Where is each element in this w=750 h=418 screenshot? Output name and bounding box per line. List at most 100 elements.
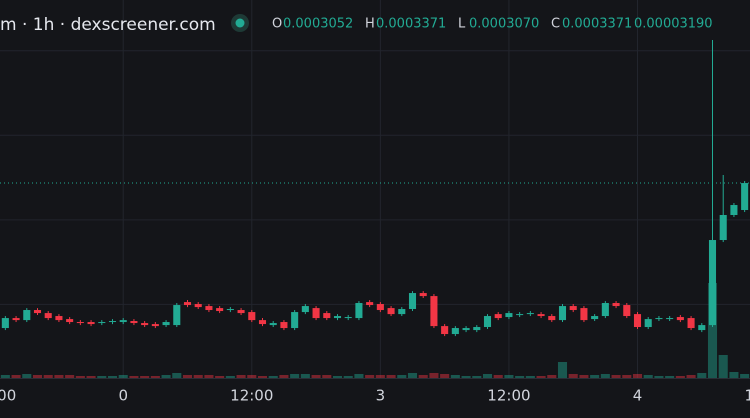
candle-body bbox=[516, 314, 524, 316]
candle-body bbox=[698, 325, 706, 331]
volume-bar bbox=[375, 375, 385, 378]
volume-bar bbox=[43, 375, 53, 378]
candle-body bbox=[366, 302, 374, 306]
candle-body bbox=[419, 293, 427, 297]
candle-body bbox=[591, 316, 599, 320]
candle-body bbox=[451, 328, 459, 335]
volume-bar bbox=[365, 375, 375, 378]
volume-bar bbox=[54, 375, 64, 378]
candle-body bbox=[344, 317, 352, 319]
candle-body bbox=[558, 306, 567, 321]
volume-bar bbox=[225, 376, 235, 378]
candle-body bbox=[462, 328, 470, 331]
volume-bar bbox=[290, 374, 300, 378]
volume-bar bbox=[86, 376, 96, 378]
ohlc-key: H bbox=[365, 17, 375, 32]
x-tick-label: 4 bbox=[633, 387, 643, 405]
chart-title: m · 1h · dexscreener.com bbox=[0, 15, 216, 35]
volume-bar bbox=[643, 375, 653, 378]
candle-body bbox=[194, 304, 202, 308]
ohlc-value: 0.0003371 bbox=[376, 17, 446, 32]
volume-bar bbox=[557, 362, 568, 378]
candle-body bbox=[1, 318, 9, 329]
change-value: 0.00003190 bbox=[634, 17, 713, 32]
candle-body bbox=[483, 316, 492, 328]
candle-body bbox=[141, 323, 149, 326]
volume-bar bbox=[579, 375, 589, 378]
candle-body bbox=[55, 316, 63, 321]
candle-body bbox=[66, 319, 74, 323]
x-tick-label: 12:00 bbox=[487, 387, 530, 405]
volume-bar bbox=[568, 374, 578, 378]
candle-layer bbox=[1, 39, 749, 337]
candle-body bbox=[162, 322, 170, 326]
candle-body bbox=[408, 293, 417, 310]
volume-bar bbox=[354, 374, 364, 378]
volume-bar bbox=[247, 375, 257, 378]
volume-bar bbox=[140, 376, 150, 378]
volume-bar bbox=[697, 373, 707, 378]
volume-bar bbox=[257, 376, 268, 378]
candle-body bbox=[173, 305, 181, 326]
candle-body bbox=[98, 322, 106, 324]
ohlc-key: O bbox=[272, 17, 282, 32]
volume-bar bbox=[536, 376, 546, 378]
volume-bar bbox=[236, 375, 246, 378]
volume-bar bbox=[204, 375, 214, 378]
candle-body bbox=[355, 303, 363, 319]
ohlc-value: 0.0003371 bbox=[562, 17, 632, 32]
volume-bar bbox=[472, 376, 482, 378]
candle-body bbox=[548, 316, 556, 321]
volume-bar bbox=[482, 374, 493, 378]
candle-body bbox=[333, 316, 342, 319]
candle-body bbox=[280, 322, 288, 329]
volume-bar bbox=[172, 373, 182, 378]
x-tick-label: 3 bbox=[376, 387, 386, 405]
ohlc-value: 0.0003070 bbox=[469, 17, 539, 32]
candle-body bbox=[216, 308, 224, 312]
candle-body bbox=[741, 183, 749, 211]
volume-bar bbox=[0, 375, 10, 378]
x-tick-label: 12:00 bbox=[744, 387, 750, 405]
candle-body bbox=[676, 317, 684, 321]
candle-body bbox=[494, 314, 502, 319]
volume-bar bbox=[632, 374, 643, 378]
candle-body bbox=[708, 240, 717, 326]
candle-body bbox=[301, 306, 309, 313]
x-tick-label: 12:00 bbox=[230, 387, 273, 405]
volume-bar bbox=[675, 376, 685, 378]
volume-bar bbox=[654, 376, 664, 378]
candle-body bbox=[76, 322, 84, 324]
candle-body bbox=[430, 296, 438, 327]
ohlc-legend: O 0.0003052 H 0.0003371 L 0.0003070 C 0.0003371… bbox=[272, 17, 713, 32]
volume-bar bbox=[407, 373, 418, 378]
candle-body bbox=[601, 303, 609, 317]
volume-bar bbox=[418, 375, 428, 378]
volume-bar bbox=[493, 375, 503, 378]
volume-bar bbox=[665, 376, 675, 378]
volume-layer bbox=[0, 283, 750, 378]
candle-body bbox=[633, 314, 642, 328]
volume-bar bbox=[75, 376, 85, 378]
volume-bar bbox=[600, 374, 610, 378]
volume-bar bbox=[182, 375, 193, 378]
candle-body bbox=[269, 323, 277, 326]
candle-body bbox=[730, 205, 738, 215]
candle-body bbox=[666, 318, 674, 320]
candle-body bbox=[151, 324, 159, 327]
overlay-layer: 12:00 0 12:00 3 12:00 4 12:00 bbox=[0, 182, 750, 405]
candle-body bbox=[291, 312, 299, 329]
candle-body bbox=[612, 303, 620, 307]
volume-bar bbox=[343, 376, 353, 378]
volume-bar bbox=[97, 376, 107, 378]
candle-body bbox=[687, 318, 695, 329]
candle-body bbox=[108, 321, 117, 323]
volume-bar bbox=[332, 376, 343, 378]
volume-bar bbox=[118, 375, 128, 378]
candle-body bbox=[376, 304, 384, 311]
volume-bar bbox=[311, 375, 321, 378]
candle-body bbox=[312, 308, 320, 319]
